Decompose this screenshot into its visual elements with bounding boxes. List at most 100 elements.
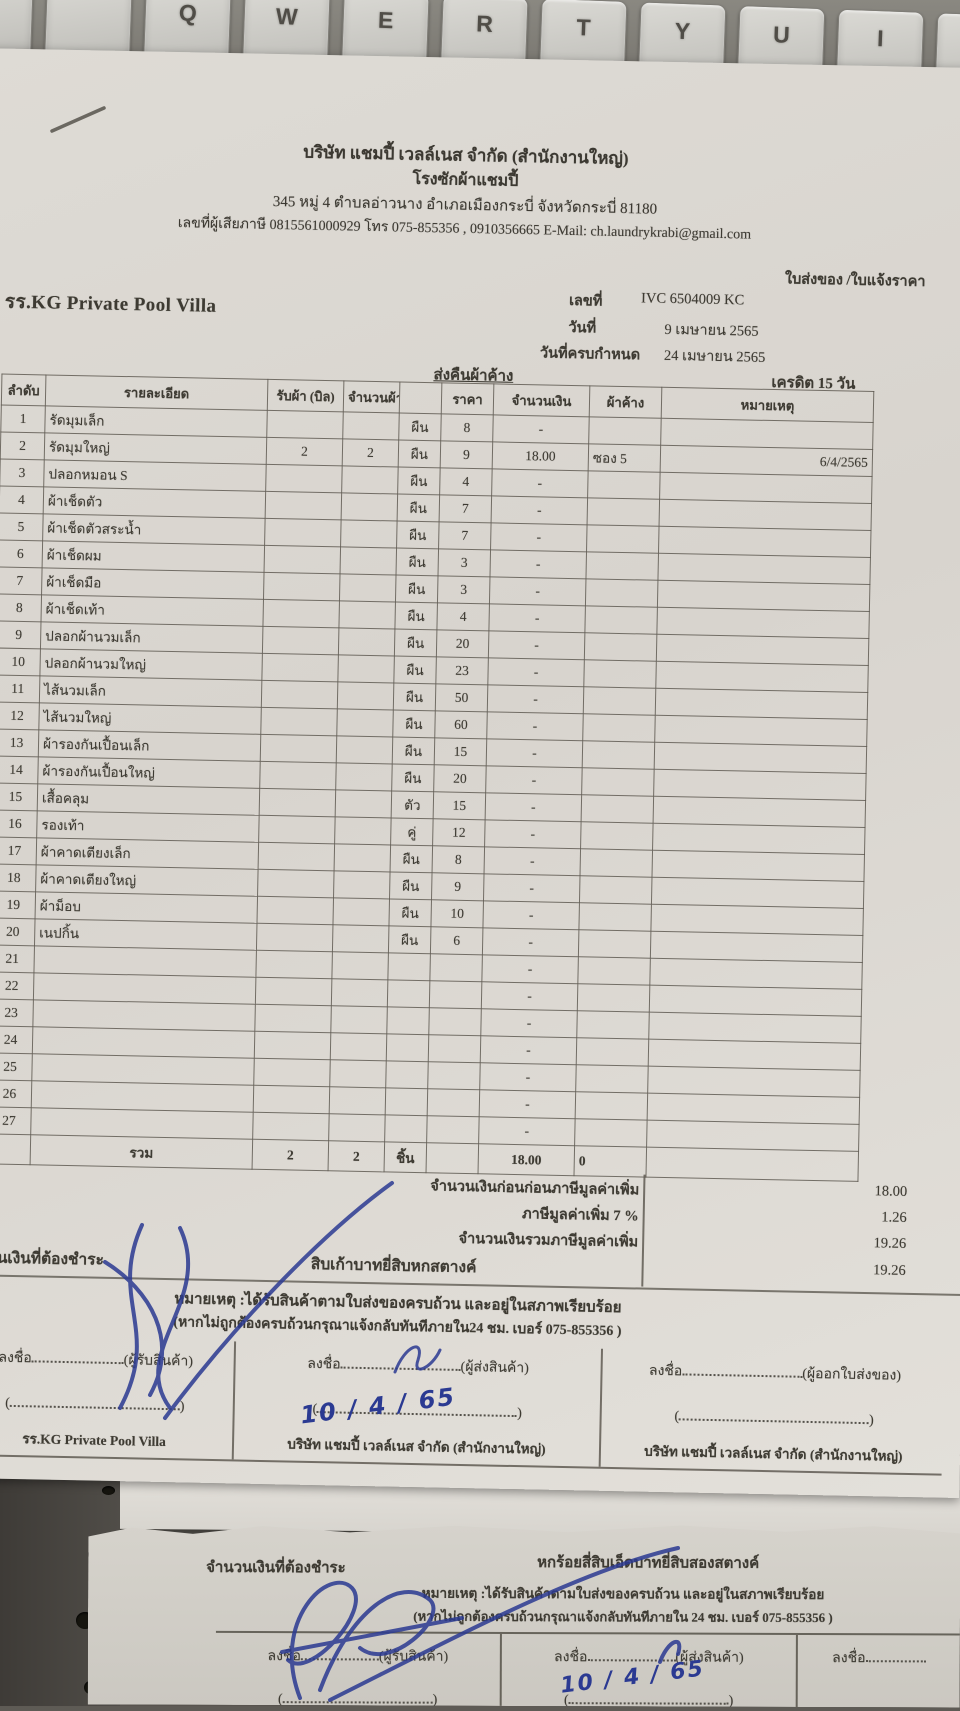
keycap-label [938, 27, 960, 30]
cell-pending [578, 902, 652, 932]
note-line2-2: (หากไม่ถูกต้องครบถ้วนกรุณาแจ้งกลับทันทีภ… [413, 1608, 833, 1626]
total-cell-note [645, 1147, 859, 1182]
signature-dots [31, 1348, 124, 1365]
cell-no: 19 [0, 890, 36, 919]
signature-dots [340, 1354, 461, 1371]
cell-amount: - [485, 792, 582, 822]
amount-in-words-2: หกร้อยสี่สิบเอ็ดบาทยี่สิบสองสตางค์ [537, 1555, 760, 1572]
cell-note [653, 796, 866, 828]
cell-pending [576, 1037, 649, 1067]
cell-price: 20 [433, 764, 487, 793]
col-header-no: ลำดับ [1, 374, 46, 406]
total-cell-desc: รวม [30, 1134, 253, 1170]
cell-qty [332, 924, 389, 953]
cell-price [427, 1061, 481, 1090]
cell-price: 50 [435, 683, 488, 712]
signature-col-receiver: ลงชื่อ (ผู้รับสินค้า) () รร.KG Private Po… [0, 1336, 234, 1460]
signature-company: บริษัท แชมปี้ เวลล์เนส จำกัด (สำนักงานให… [287, 1436, 546, 1457]
cell-unit: ผืน [388, 898, 432, 927]
cell-amount: - [484, 846, 581, 876]
cell-unit: ผืน [389, 871, 433, 900]
cell-note [656, 634, 869, 666]
cell-price: 60 [434, 710, 488, 739]
cell-amount: - [478, 1116, 576, 1146]
cell-bill [255, 977, 332, 1006]
total-cell-qty: 2 [328, 1140, 385, 1172]
cell-no: 15 [0, 782, 38, 811]
cell-pending [580, 821, 654, 851]
amount-due-label-2: จำนวนเงินที่ต้องชำระ [206, 1559, 346, 1577]
cell-qty [332, 897, 390, 926]
signature-company: บริษัท แชมปี้ เวลล์เนส จำกัด (สำนักงานให… [644, 1443, 903, 1464]
cell-pending [578, 929, 651, 959]
cell-bill [256, 923, 333, 952]
cell-note [656, 607, 870, 639]
cell-no: 10 [0, 647, 41, 676]
total-cell-price [426, 1142, 479, 1174]
cell-note [658, 526, 871, 558]
cell-pending [575, 1091, 648, 1121]
items-tbody: 1 รัดมุมเล็ก ผืน 8-2 รัดมุมใหญ่ 2 2 ผืน 9 18.00 ซอ… [0, 405, 874, 1152]
cell-note [646, 1120, 860, 1152]
cell-bill [262, 599, 340, 628]
binder-hole [102, 1486, 115, 1495]
cell-no: 16 [0, 809, 38, 838]
col-header-price: ราคา [441, 382, 494, 415]
cell-amount: - [486, 738, 583, 768]
cell-unit: ผืน [394, 601, 438, 630]
signature-dots [865, 1648, 925, 1662]
signature-dots [682, 1361, 803, 1378]
cell-pending [574, 1118, 648, 1148]
cell-amount: - [491, 468, 589, 498]
doc-no-label: เลขที่ [568, 292, 603, 310]
cell-pending [585, 578, 658, 608]
cell-unit: ผืน [393, 682, 436, 711]
cell-no: 8 [0, 594, 42, 622]
cell-no: 17 [0, 836, 37, 865]
cell-amount: - [487, 684, 584, 714]
cell-pending: ซอง 5 [588, 443, 661, 473]
signer-role: (ผู้รับสินค้า) [123, 1353, 194, 1370]
cell-bill [260, 707, 338, 736]
cell-amount: - [482, 900, 580, 930]
cell-pending [587, 470, 661, 500]
cell-qty [335, 762, 393, 791]
cell-price: 23 [435, 656, 489, 685]
sign-label: ลงชื่อ [267, 1649, 301, 1665]
signature-dots [587, 1647, 675, 1661]
cell-price: 15 [434, 737, 487, 766]
cell-unit: ผืน [388, 925, 431, 954]
cell-pending [584, 605, 658, 635]
cell-pending [583, 659, 657, 689]
cell-price [426, 1115, 480, 1144]
cell-note [652, 823, 866, 855]
keycap-label: E [377, 6, 394, 34]
signature-line: ลงชื่อ (ผู้ออกใบส่งของ) [602, 1359, 947, 1388]
cell-note [648, 1039, 861, 1071]
cell-amount: - [492, 414, 590, 444]
cell-amount: 18.00 [492, 441, 589, 471]
cell-no: 27 [0, 1106, 32, 1135]
total-cell-unit: ชิ้น [384, 1141, 427, 1173]
cell-note [653, 769, 867, 801]
cell-bill: 2 [266, 437, 343, 466]
cell-amount: - [487, 657, 585, 687]
cell-price: 7 [439, 494, 492, 523]
cell-unit [385, 1060, 429, 1089]
cell-pending [587, 497, 660, 527]
summary-value: 18.00 [874, 1183, 908, 1200]
cell-bill [263, 572, 341, 601]
cell-unit: ผืน [396, 521, 440, 549]
cell-bill [261, 680, 338, 709]
cell-price [428, 1034, 481, 1063]
cell-qty [340, 546, 397, 575]
cell-bill [254, 1031, 331, 1060]
signature-company: รร.KG Private Pool Villa [22, 1431, 167, 1450]
cell-no: 9 [0, 620, 41, 649]
cell-qty [329, 1059, 387, 1088]
cell-bill [259, 788, 336, 817]
keycap-label: Q [178, 0, 198, 27]
cell-unit: คู่ [390, 817, 434, 846]
cell-qty [337, 681, 394, 710]
cell-unit: ผืน [390, 844, 433, 873]
